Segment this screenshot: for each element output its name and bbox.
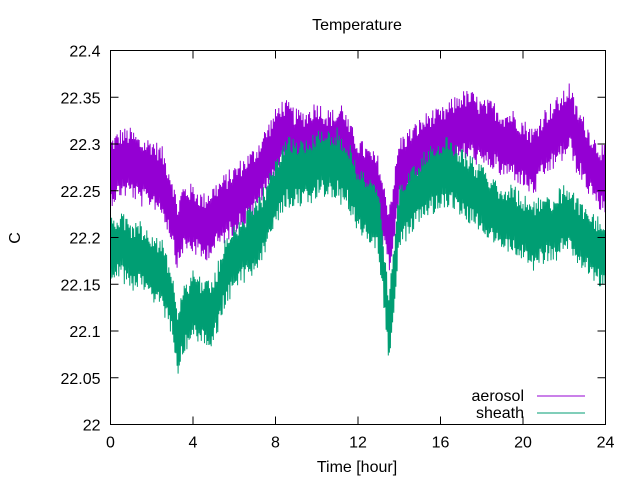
y-tick-label: 22.3 xyxy=(69,137,100,154)
y-tick-label: 22 xyxy=(83,418,101,435)
series-line-sheath xyxy=(110,127,606,374)
x-tick-label: 4 xyxy=(189,435,198,452)
x-tick-label: 24 xyxy=(597,435,615,452)
x-axis-label: Time [hour] xyxy=(317,459,397,476)
x-tick-label: 0 xyxy=(106,435,115,452)
y-tick-label: 22.15 xyxy=(60,277,100,294)
y-tick-label: 22.1 xyxy=(69,324,100,341)
x-tick-label: 16 xyxy=(432,435,450,452)
x-tick-label: 8 xyxy=(271,435,280,452)
chart-title: Temperature xyxy=(312,17,402,34)
series-line-aerosol xyxy=(110,83,606,271)
y-axis-label: C xyxy=(7,232,24,244)
y-tick-label: 22.2 xyxy=(69,231,100,248)
x-tick-label: 12 xyxy=(349,435,367,452)
y-tick-label: 22.25 xyxy=(60,184,100,201)
plot-area xyxy=(110,83,606,374)
y-tick-label: 22.35 xyxy=(60,90,100,107)
legend-label-sheath: sheath xyxy=(476,405,524,422)
y-tick-label: 22.4 xyxy=(69,44,100,61)
y-tick-label: 22.05 xyxy=(60,371,100,388)
x-tick-label: 20 xyxy=(514,435,532,452)
legend-label-aerosol: aerosol xyxy=(472,388,524,405)
